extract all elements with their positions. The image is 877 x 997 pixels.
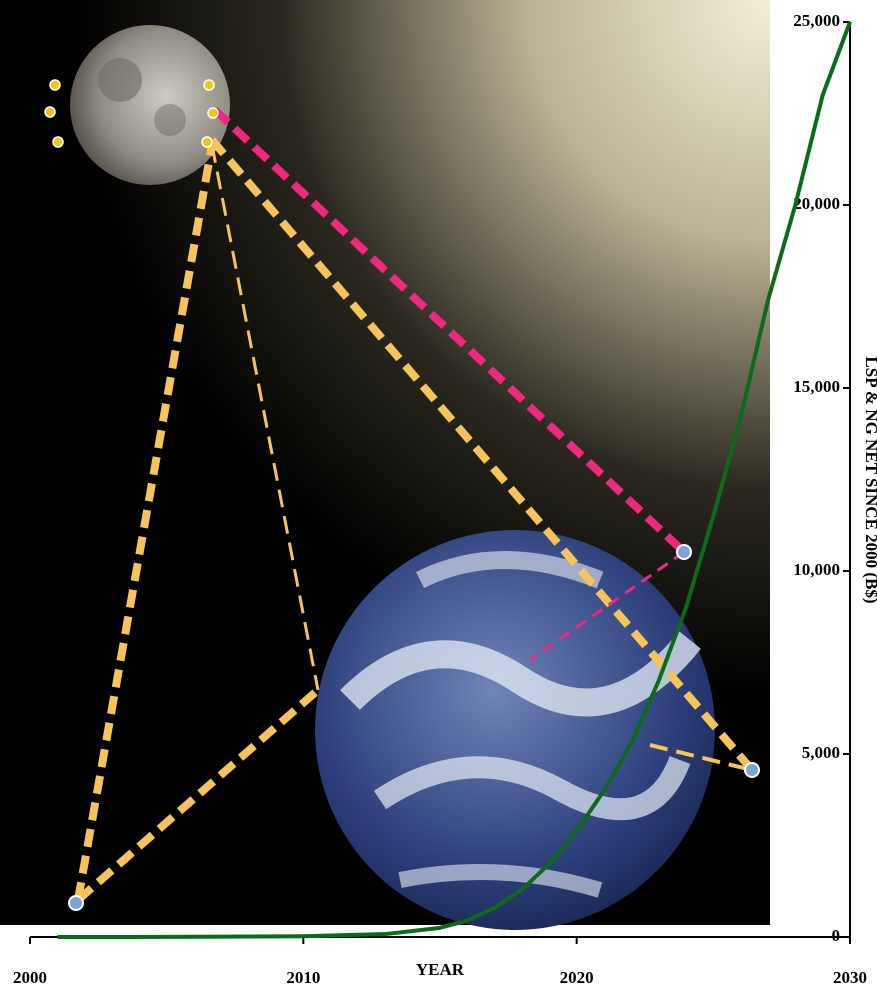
y-tick-label: 10,000 [793,560,840,579]
x-tick-label: 2030 [833,968,867,987]
y-tick-label: 20,000 [793,194,840,213]
y-tick-label: 0 [832,926,841,945]
series-line [57,21,852,939]
x-tick-label: 2020 [560,968,594,987]
x-tick-label: 2000 [13,968,47,987]
y-tick-label: 25,000 [793,11,840,30]
x-tick-label: 2010 [286,968,320,987]
x-axis-label: YEAR [416,960,465,979]
y-axis-label: LSP & NG NET SINCE 2000 (B$) [862,356,877,603]
background-illustration [0,0,770,930]
y-tick-label: 15,000 [793,377,840,396]
y-tick-label: 5,000 [802,743,840,762]
